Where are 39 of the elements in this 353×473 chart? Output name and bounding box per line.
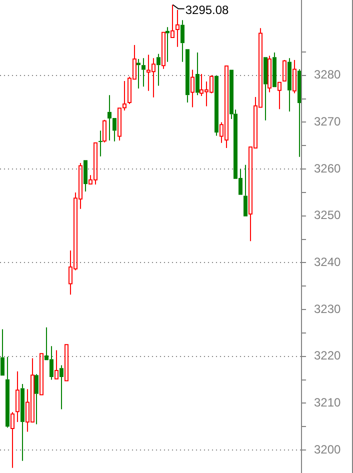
candlestick [244,164,248,216]
y-tick-label: 3230 [314,302,342,316]
candlestick [278,82,282,110]
candlestick [272,52,276,88]
y-tick-label: 3280 [314,68,342,82]
candlestick [156,53,160,86]
candlestick [84,160,88,192]
y-tick-label: 3200 [314,442,342,456]
candlestick [298,68,301,158]
candlestick [190,69,194,108]
y-tick-label: 3240 [314,255,342,270]
candlestick [162,32,166,70]
candlestick [186,49,190,104]
y-tick-label: 3250 [314,208,342,222]
candlestick [176,9,180,48]
candlestick [20,384,24,462]
candlestick [60,364,64,410]
candlestick [54,350,58,380]
candlestick [196,52,200,96]
candlestick [10,412,14,468]
candlestick [288,58,292,112]
candlestick [0,328,4,376]
annotation: 3295.08 [185,3,230,18]
candlestick [264,57,268,121]
candlestick [268,55,272,93]
y-tick-label: 3210 [314,396,342,410]
candlestick [170,4,174,38]
candlestick [16,370,20,422]
candlestick [180,20,184,62]
candlestick [6,356,10,428]
candlestick [142,58,146,88]
y-tick-label: 3220 [314,348,342,363]
candlestick [292,59,296,94]
candlestick [98,130,102,157]
y-tick-label: 3270 [314,114,342,129]
candlestick [214,76,218,136]
candlestick [166,26,170,62]
candlestick [34,374,38,425]
y-tick-label: 3260 [314,161,342,176]
